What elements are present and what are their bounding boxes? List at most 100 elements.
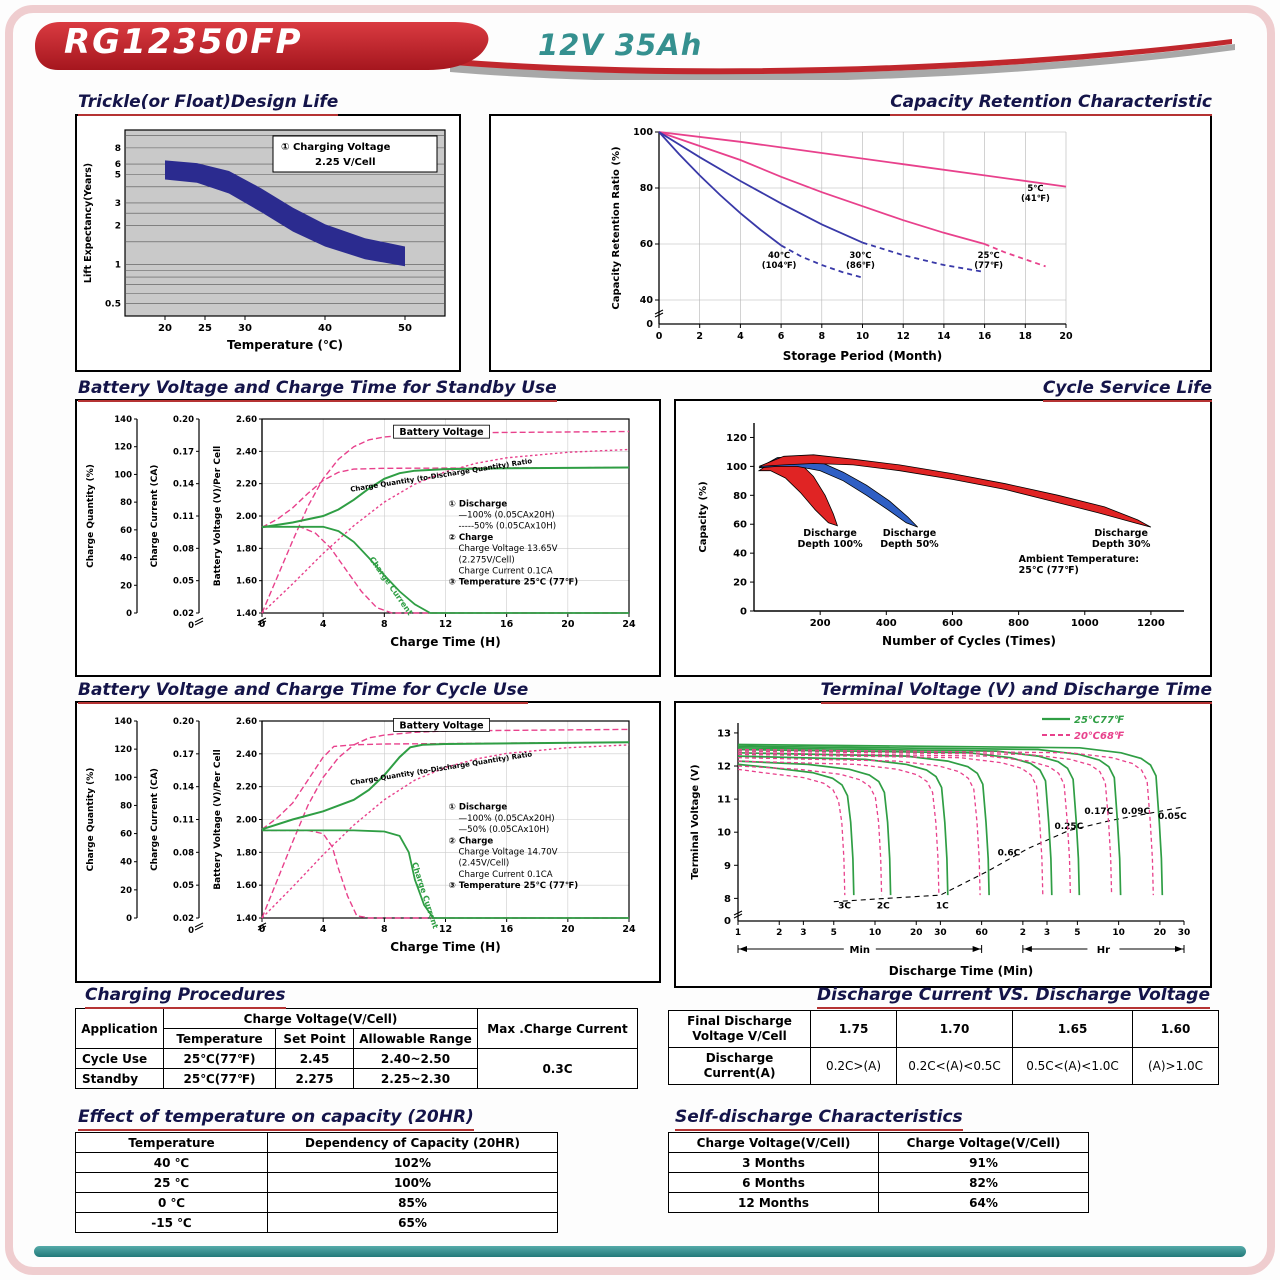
svg-text:140: 140 bbox=[114, 415, 132, 425]
selfdis-row: 6 Months 82% bbox=[668, 1172, 1089, 1193]
charging-col-max-current: Max .Charge Current bbox=[477, 1008, 638, 1049]
svg-text:25℃: 25℃ bbox=[978, 251, 1000, 261]
svg-text:0.02: 0.02 bbox=[173, 914, 194, 924]
section-title-capacity-retention: Capacity Retention Characteristic bbox=[890, 92, 1212, 116]
svg-text:25℃77℉: 25℃77℉ bbox=[1074, 715, 1124, 726]
svg-text:Ambient Temperature:: Ambient Temperature: bbox=[1019, 554, 1140, 565]
svg-text:12: 12 bbox=[439, 619, 452, 630]
svg-text:13: 13 bbox=[717, 728, 731, 739]
charging-row-cycle-use: Cycle Use 25℃(77℉) 2.45 2.40~2.50 0.3C bbox=[75, 1048, 638, 1089]
svg-text:3: 3 bbox=[800, 928, 806, 938]
svg-text:1.60: 1.60 bbox=[236, 881, 257, 891]
discharge-current-3: 0.5C<(A)<1.0C bbox=[1012, 1047, 1133, 1085]
svg-text:1200: 1200 bbox=[1137, 618, 1165, 629]
svg-text:0.11: 0.11 bbox=[173, 816, 194, 826]
svg-text:Charge Voltage 14.70V: Charge Voltage 14.70V bbox=[459, 847, 558, 857]
header-banner-shape bbox=[35, 22, 489, 70]
svg-text:Charge Voltage 13.65V: Charge Voltage 13.65V bbox=[459, 544, 558, 554]
cycle-service-life-chart: 0 20 40 60 80 100 120 200 400 600 800 1000 1200 Numbe… bbox=[698, 423, 1184, 648]
svg-text:200: 200 bbox=[810, 618, 831, 629]
charging-col-temperature: Temperature bbox=[163, 1028, 276, 1049]
discharge-voltage-3: 1.65 bbox=[1012, 1010, 1133, 1048]
svg-text:2.40: 2.40 bbox=[236, 750, 257, 760]
selfdis-row: 3 Months 91% bbox=[668, 1152, 1089, 1173]
svg-text:Charge Quantity (%): Charge Quantity (%) bbox=[86, 464, 96, 568]
svg-text:8: 8 bbox=[381, 619, 388, 630]
svg-text:0.09C: 0.09C bbox=[1121, 807, 1150, 817]
svg-text:20: 20 bbox=[1059, 331, 1073, 342]
svg-text:20: 20 bbox=[158, 323, 172, 334]
svg-text:2.00: 2.00 bbox=[236, 512, 257, 522]
svg-text:0: 0 bbox=[259, 924, 266, 935]
svg-text:0.08: 0.08 bbox=[173, 848, 194, 858]
svg-text:40: 40 bbox=[120, 554, 132, 564]
svg-text:3: 3 bbox=[1044, 928, 1050, 938]
svg-text:1000: 1000 bbox=[1071, 618, 1099, 629]
svg-text:0.11: 0.11 bbox=[173, 512, 194, 522]
svg-text:8: 8 bbox=[115, 144, 121, 154]
svg-text:0.25C: 0.25C bbox=[1054, 822, 1083, 832]
svg-text:③ Temperature 25℃ (77℉): ③ Temperature 25℃ (77℉) bbox=[449, 881, 579, 891]
svg-text:20: 20 bbox=[910, 928, 923, 938]
svg-text:Charge Current: Charge Current bbox=[410, 861, 440, 930]
effect-row: 40 ℃ 102% bbox=[75, 1152, 558, 1173]
charging-cycle-use-range: 2.40~2.50 bbox=[353, 1048, 478, 1069]
final-discharge-voltage-label: Final Discharge Voltage V/Cell bbox=[668, 1010, 811, 1048]
footer-bar bbox=[34, 1246, 1246, 1257]
svg-text:1: 1 bbox=[115, 261, 121, 271]
svg-text:Discharge: Discharge bbox=[1094, 528, 1148, 539]
svg-text:6: 6 bbox=[115, 160, 121, 170]
svg-text:—100% (0.05CAx20H): —100% (0.05CAx20H) bbox=[459, 511, 555, 521]
svg-text:80: 80 bbox=[733, 491, 747, 502]
svg-text:50: 50 bbox=[398, 323, 412, 334]
charging-row-standby: Standby 25℃(77℉) 2.275 2.25~2.30 bbox=[75, 1068, 638, 1089]
svg-text:30: 30 bbox=[1178, 928, 1191, 938]
svg-text:0.14: 0.14 bbox=[173, 480, 194, 490]
svg-text:40: 40 bbox=[733, 549, 747, 560]
svg-text:Charge Quantity (to-Discharge: Charge Quantity (to-Discharge Quantity) … bbox=[350, 457, 533, 494]
svg-text:30℃: 30℃ bbox=[849, 251, 871, 261]
svg-text:1.80: 1.80 bbox=[236, 544, 257, 554]
effect-row: 25 ℃ 100% bbox=[75, 1172, 558, 1193]
svg-text:30: 30 bbox=[934, 928, 947, 938]
capacity-retention-chart-panel: 40 60 80 100 0 0 2 4 6 8 10 12 14 16 18 20 Storage Perio… bbox=[489, 114, 1212, 372]
selfdis-3-months: 3 Months bbox=[668, 1152, 879, 1173]
svg-text:5: 5 bbox=[831, 928, 837, 938]
svg-text:(77℉): (77℉) bbox=[974, 261, 1003, 271]
svg-text:(104℉): (104℉) bbox=[762, 261, 797, 271]
svg-text:Charge Quantity (to-Discharge: Charge Quantity (to-Discharge Quantity) … bbox=[350, 750, 533, 787]
svg-text:2.60: 2.60 bbox=[236, 415, 257, 425]
svg-text:Depth 100%: Depth 100% bbox=[798, 539, 864, 550]
svg-text:—50% (0.05CAx10H): —50% (0.05CAx10H) bbox=[459, 825, 550, 835]
charging-col-allowable-range: Allowable Range bbox=[353, 1028, 478, 1049]
svg-text:10: 10 bbox=[869, 928, 882, 938]
discharge-current-2: 0.2C<(A)<0.5C bbox=[896, 1047, 1013, 1085]
standby-charge-chart: 0204060801001201400.020.050.080.110.140.… bbox=[86, 415, 636, 649]
svg-text:-----50% (0.05CAx10H): -----50% (0.05CAx10H) bbox=[459, 522, 557, 532]
svg-text:0.20: 0.20 bbox=[173, 415, 194, 425]
svg-text:40: 40 bbox=[120, 858, 132, 868]
discharge-current-label: Discharge Current(A) bbox=[668, 1047, 811, 1085]
svg-text:Charge Time (H): Charge Time (H) bbox=[390, 635, 500, 649]
svg-text:Temperature (℃): Temperature (℃) bbox=[227, 338, 343, 352]
svg-text:③ Temperature 25℃ (77℉): ③ Temperature 25℃ (77℉) bbox=[449, 578, 579, 588]
svg-text:2.20: 2.20 bbox=[236, 783, 257, 793]
selfdis-row: 12 Months 64% bbox=[668, 1192, 1089, 1213]
charging-standby-set: 2.275 bbox=[275, 1068, 354, 1089]
svg-text:8: 8 bbox=[381, 924, 388, 935]
svg-text:① Charging Voltage: ① Charging Voltage bbox=[281, 142, 391, 153]
selfdis-3-months-value: 91% bbox=[878, 1152, 1089, 1173]
svg-text:2: 2 bbox=[115, 222, 121, 232]
svg-text:100: 100 bbox=[633, 127, 653, 138]
svg-text:0.6C: 0.6C bbox=[998, 848, 1021, 858]
charging-cycle-use-temp: 25℃(77℉) bbox=[163, 1048, 276, 1069]
svg-text:12: 12 bbox=[897, 331, 910, 342]
svg-text:140: 140 bbox=[114, 717, 132, 727]
svg-text:2.25 V/Cell: 2.25 V/Cell bbox=[315, 157, 376, 168]
svg-text:0.17: 0.17 bbox=[173, 750, 194, 760]
svg-text:10: 10 bbox=[717, 828, 731, 839]
selfdis-6-months: 6 Months bbox=[668, 1172, 879, 1193]
svg-text:1.80: 1.80 bbox=[236, 848, 257, 858]
svg-text:(86℉): (86℉) bbox=[846, 261, 875, 271]
